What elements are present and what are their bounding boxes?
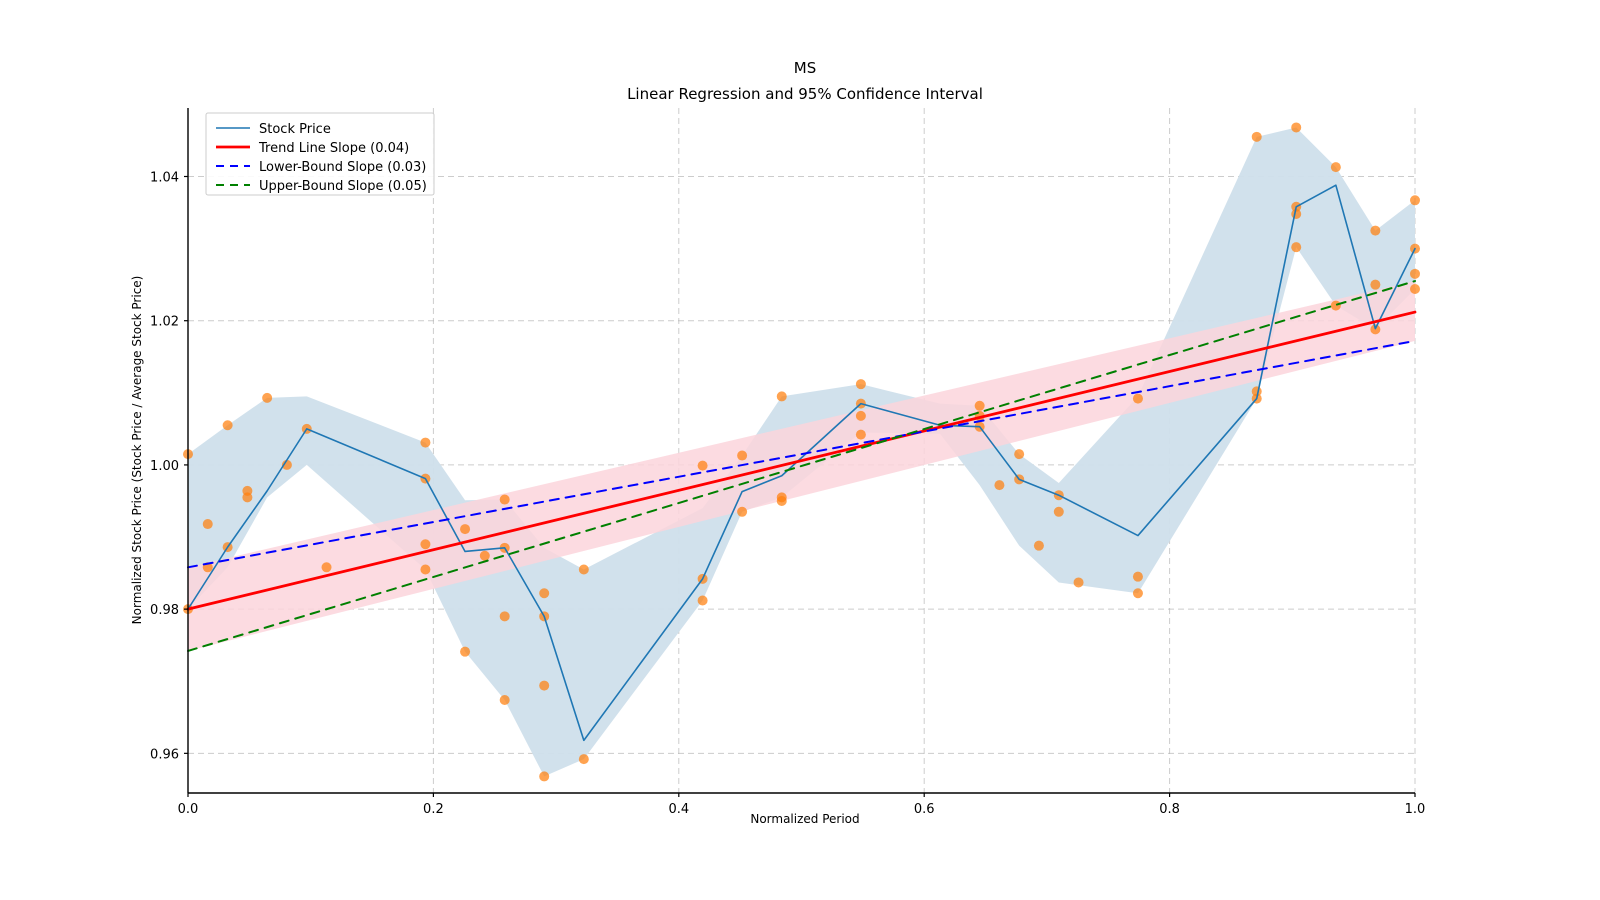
scatter-point [578, 754, 589, 765]
scatter-point [578, 564, 589, 575]
scatter-point [1370, 279, 1381, 290]
scatter-point [499, 694, 510, 705]
scatter-point [1370, 225, 1381, 236]
scatter-point [1410, 195, 1420, 206]
scatter-point [539, 771, 550, 782]
series-trend-line-slope-0-04 [186, 310, 1417, 611]
scatter-point [202, 519, 213, 530]
scatter-point [1073, 577, 1084, 588]
axes [187, 108, 1415, 794]
scatter-point [1330, 162, 1341, 173]
y-axis-ticks: 0.96 0.98 1.00 1.02 1.04 [150, 171, 188, 762]
scatter-point [737, 450, 748, 461]
scatter-point [499, 494, 510, 505]
x-tick-label: 1.0 [1405, 802, 1426, 817]
scatter-point [420, 564, 431, 575]
scatter-point [994, 480, 1005, 491]
scatter-point [499, 611, 510, 622]
scatter-point [242, 492, 253, 503]
x-axis-label: Normalized Period [750, 812, 859, 826]
x-tick-label: 0.0 [178, 802, 199, 817]
scatter-point [974, 400, 985, 411]
legend-box [205, 112, 435, 196]
scatter-point [222, 420, 233, 431]
scatter-point [1053, 506, 1064, 517]
scatter-point [1014, 449, 1025, 460]
scatter-point [262, 392, 273, 403]
scatter-point [460, 646, 471, 657]
scatter-points [183, 122, 1420, 782]
legend-label[interactable]: Stock Price [259, 122, 331, 137]
legend-entries[interactable]: Stock Price Trend Line Slope (0.04) Lower-… [216, 122, 427, 194]
scatter-point [1291, 242, 1302, 253]
y-axis-label: Normalized Stock Price (Stock Price / Av… [130, 276, 144, 625]
scatter-point [420, 539, 431, 550]
series-lines [186, 184, 1417, 742]
scatter-point [1132, 571, 1143, 582]
scatter-point [420, 437, 431, 448]
chart-legend[interactable]: Stock Price Trend Line Slope (0.04) Lower-… [205, 112, 435, 196]
x-tick-label: 0.2 [423, 802, 444, 817]
scatter-point [855, 379, 866, 390]
y-tick-label: 0.96 [150, 747, 179, 762]
scatter-point [1132, 393, 1143, 404]
y-tick-label: 0.98 [150, 603, 179, 618]
scatter-point [539, 680, 550, 691]
scatter-point [855, 429, 866, 440]
scatter-point [776, 495, 787, 506]
scatter-point [1132, 588, 1143, 599]
x-tick-label: 0.8 [1159, 802, 1180, 817]
series-lower-bound-slope-0-03 [187, 339, 1416, 569]
scatter-point [737, 506, 748, 517]
scatter-point [321, 562, 332, 573]
x-tick-label: 0.6 [914, 802, 935, 817]
scatter-point [855, 410, 866, 421]
y-tick-label: 1.02 [150, 315, 179, 330]
scatter-point [1410, 283, 1420, 294]
series-stock-price [187, 184, 1416, 742]
scatter-point [539, 588, 550, 599]
legend-label[interactable]: Lower-Bound Slope (0.03) [259, 160, 426, 175]
series-upper-bound-slope-0-05 [187, 280, 1416, 652]
scatter-point [1033, 540, 1044, 551]
legend-label[interactable]: Upper-Bound Slope (0.05) [259, 179, 427, 194]
scatter-point [1251, 131, 1262, 142]
y-tick-label: 1.04 [150, 171, 179, 186]
scatter-point [1330, 300, 1341, 311]
scatter-point [697, 595, 708, 606]
legend-label[interactable]: Trend Line Slope (0.04) [258, 141, 409, 156]
chart-title: MS [794, 59, 816, 77]
scatter-point [460, 524, 471, 535]
scatter-point [479, 550, 490, 561]
y-tick-label: 1.00 [150, 459, 179, 474]
x-axis-ticks: 0.0 0.2 0.4 0.6 0.8 1.0 [178, 793, 1426, 817]
scatter-point [1410, 268, 1420, 279]
x-tick-label: 0.4 [668, 802, 689, 817]
chart-subtitle: Linear Regression and 95% Confidence Int… [627, 85, 983, 103]
scatter-point [697, 460, 708, 471]
scatter-point [776, 391, 787, 402]
scatter-point [1291, 122, 1302, 133]
